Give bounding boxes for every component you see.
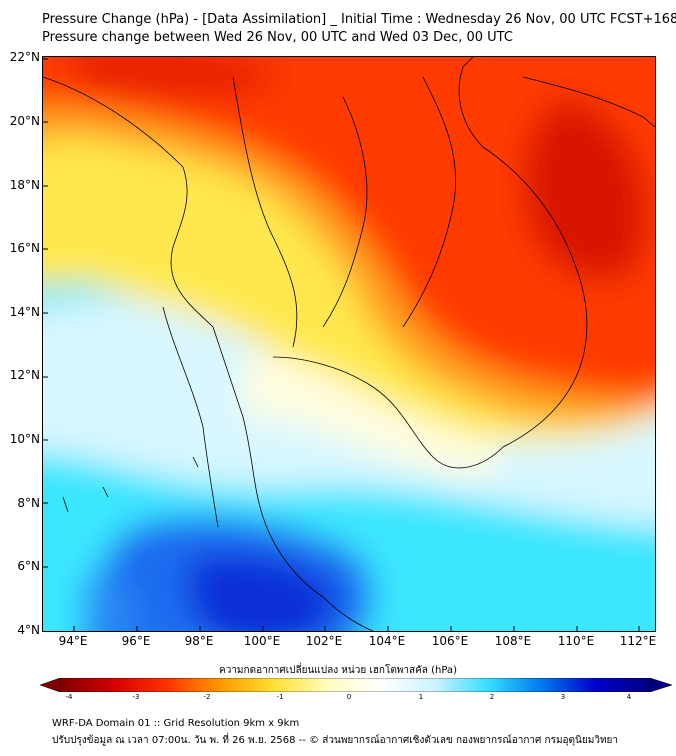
- lat-label-4n: 4°N: [17, 623, 40, 637]
- lon-label-106e: 106°E: [431, 634, 469, 648]
- colorbar-tick: -2: [203, 693, 211, 701]
- lat-label-22n: 22°N: [9, 50, 40, 64]
- lon-label-110e: 110°E: [557, 634, 595, 648]
- pressure-change-map[interactable]: [42, 56, 656, 632]
- colorbar-tick: -4: [65, 693, 73, 701]
- map-title: Pressure Change (hPa) - [Data Assimilati…: [42, 12, 676, 27]
- lat-label-8n: 8°N: [17, 496, 40, 510]
- lat-label-10n: 10°N: [9, 432, 40, 446]
- lon-label-100e: 100°E: [243, 634, 281, 648]
- colorbar-title: ความกดอากาศเปลี่ยนแปลง หน่วย เฮกโตพาสคัล…: [219, 665, 457, 676]
- colorbar-tick: 0: [346, 693, 352, 701]
- lon-label-98e: 98°E: [184, 634, 214, 648]
- colorbar-tick: 1: [418, 693, 424, 701]
- colorbar-tick: 3: [560, 693, 566, 701]
- lon-label-112e: 112°E: [619, 634, 657, 648]
- colorbar-gradient: [59, 678, 651, 692]
- pressure-field: [43, 57, 655, 631]
- lat-label-18n: 18°N: [9, 178, 40, 192]
- colorbar-tick: 2: [489, 693, 495, 701]
- lon-label-104e: 104°E: [368, 634, 406, 648]
- colorbar-tick: -1: [276, 693, 284, 701]
- colorbar-max-arrow: [649, 678, 672, 692]
- lon-label-102e: 102°E: [305, 634, 343, 648]
- lat-label-12n: 12°N: [9, 368, 40, 382]
- coastlines: [43, 57, 655, 631]
- lon-label-108e: 108°E: [494, 634, 532, 648]
- footer-model-info: WRF-DA Domain 01 :: Grid Resolution 9km …: [52, 718, 300, 729]
- colorbar: [40, 678, 672, 692]
- graticule-ticks: [43, 58, 640, 631]
- lon-label-96e: 96°E: [121, 634, 151, 648]
- lat-label-6n: 6°N: [17, 559, 40, 573]
- lon-label-94e: 94°E: [58, 634, 88, 648]
- colorbar-tick: -3: [132, 693, 140, 701]
- colorbar-tick: 4: [626, 693, 632, 701]
- lat-label-16n: 16°N: [9, 241, 40, 255]
- colorbar-min-arrow: [40, 678, 61, 692]
- lat-label-20n: 20°N: [9, 114, 40, 128]
- map-subtitle: Pressure change between Wed 26 Nov, 00 U…: [42, 30, 513, 45]
- lat-label-14n: 14°N: [9, 305, 40, 319]
- footer-credit: ปรับปรุงข้อมูล ณ เวลา 07:00น. วัน พ. ที่…: [52, 735, 619, 746]
